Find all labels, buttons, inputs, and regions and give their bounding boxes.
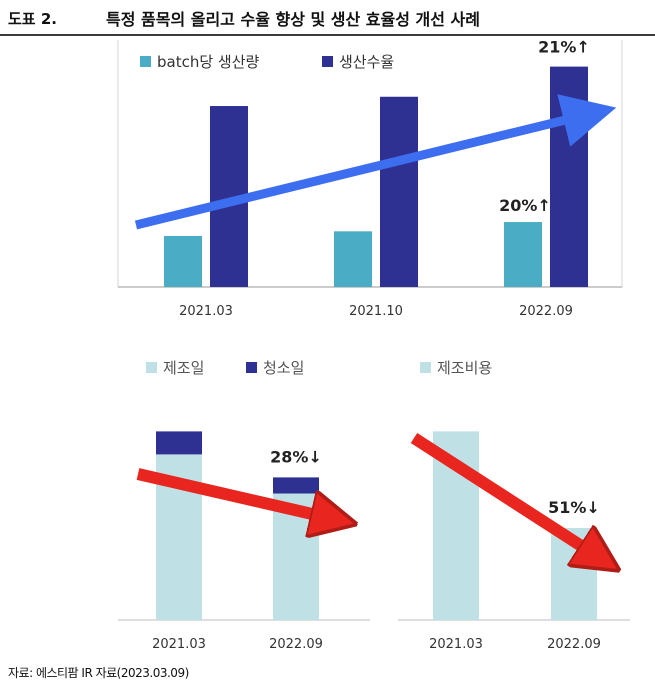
legend-label: 청소일 [263, 359, 304, 377]
manufacturing-days-chart: 2021.03 2022.09 제조일 청소일 28%↓ [118, 359, 370, 652]
legend-label: 제조일 [163, 359, 204, 377]
bar-cleaning-days [273, 477, 319, 494]
legend-label: 제조비용 [437, 359, 492, 377]
bar-batch-output [164, 235, 202, 287]
x-tick-label: 2021.03 [179, 304, 233, 319]
figure-header: 도표 2. 특정 품목의 올리고 수율 향상 및 생산 효율성 개선 사례 [0, 0, 655, 36]
header-divider [0, 34, 655, 36]
legend-label: 생산수율 [339, 53, 394, 71]
legend-swatch [322, 56, 333, 67]
trend-arrow-up [134, 94, 617, 230]
x-tick-label: 2021.10 [349, 304, 403, 319]
legend-swatch [140, 56, 151, 67]
x-tick-label: 2021.03 [429, 637, 483, 652]
data-annotation: 20%↑ [499, 196, 551, 215]
trend-arrow-down [410, 432, 600, 558]
bar-batch-output [504, 222, 542, 287]
x-tick-label: 2022.09 [269, 637, 323, 652]
figure-title: 특정 품목의 올리고 수율 향상 및 생산 효율성 개선 사례 [106, 10, 480, 29]
production-yield-chart: 2021.03 2021.10 2022.09 batch당 생산량 생산수율 20%↑ 2… [117, 38, 623, 319]
bar-batch-output [334, 231, 372, 287]
bar-production-yield [380, 96, 418, 287]
legend-swatch [146, 362, 157, 373]
data-annotation: 21%↑ [538, 38, 590, 57]
source-note: 자료: 에스티팜 IR 자료(2023.03.09) [8, 666, 189, 680]
x-tick-label: 2021.03 [152, 637, 206, 652]
legend-swatch [246, 362, 257, 373]
legend-swatch [420, 362, 431, 373]
manufacturing-cost-chart: 2021.03 2022.09 제조비용 51%↓ [398, 359, 630, 652]
x-tick-label: 2022.09 [547, 637, 601, 652]
data-annotation: 28%↓ [270, 447, 322, 466]
x-tick-label: 2022.09 [519, 304, 573, 319]
data-annotation: 51%↓ [548, 498, 600, 517]
figure-label: 도표 2. [8, 10, 57, 28]
bar-production-yield [550, 66, 588, 287]
trend-arrow-down [136, 468, 334, 519]
bar-cleaning-days [156, 431, 202, 455]
legend-label: batch당 생산량 [157, 53, 260, 71]
